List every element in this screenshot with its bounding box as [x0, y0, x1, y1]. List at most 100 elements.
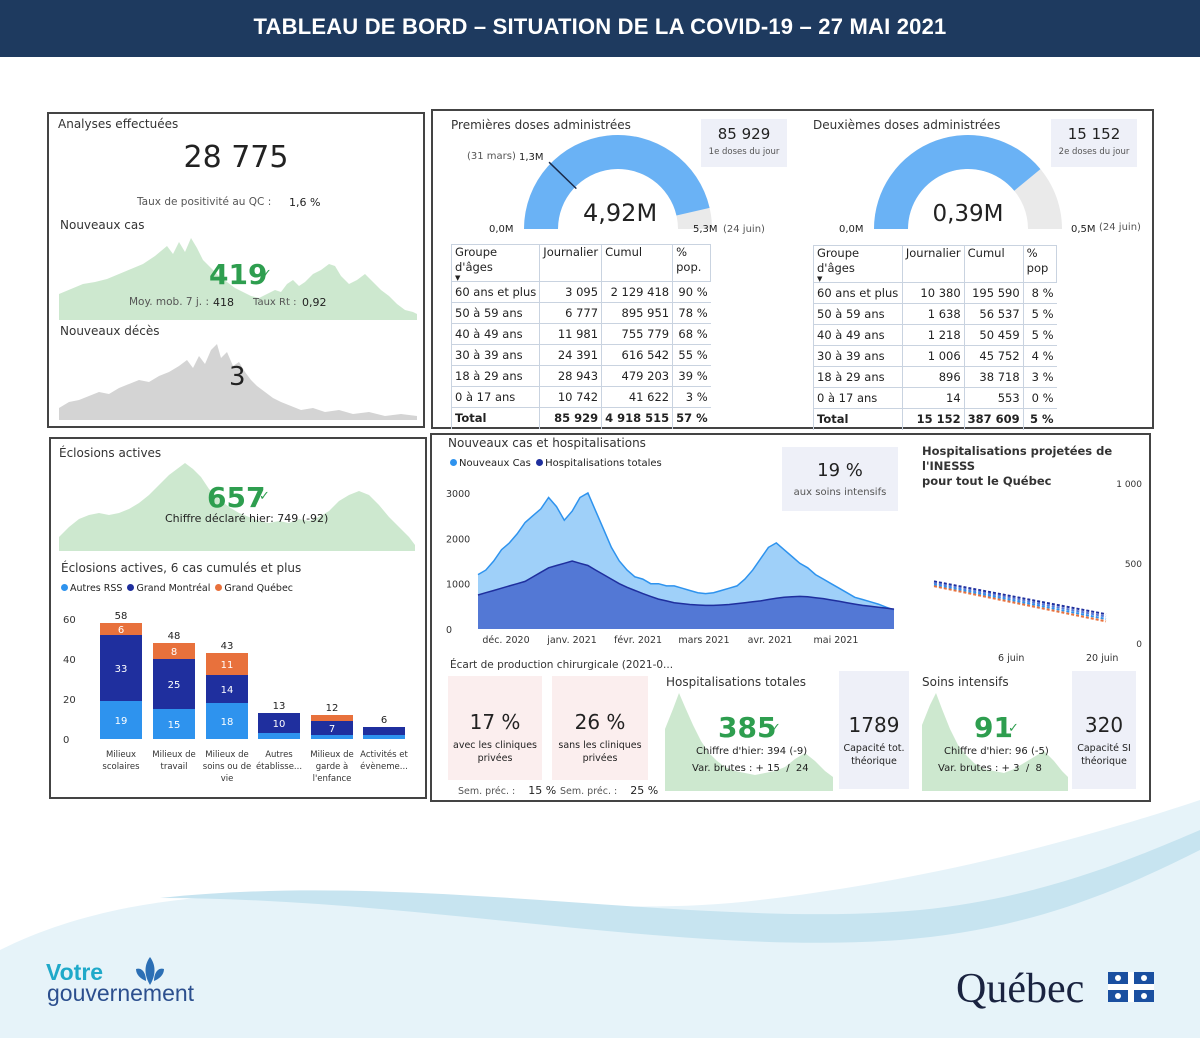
column-header[interactable]: Groupe d'âges ▼: [813, 245, 903, 283]
taux-rt-value: 0,92: [302, 296, 327, 309]
table-cell: 553: [963, 387, 1024, 409]
x-tick-label: avr. 2021: [748, 635, 793, 646]
column-header[interactable]: % pop.: [672, 244, 712, 282]
table-cell: 60 ans et plus: [450, 281, 540, 303]
table-total-row: Total 85 929 4 918 515 57 %: [450, 407, 711, 429]
bar-segment[interactable]: [311, 715, 353, 721]
bar-segment[interactable]: [363, 735, 405, 739]
bar-value-label: 11: [221, 660, 234, 671]
chirurgie-avec-value: 17 %: [469, 710, 521, 734]
check-icon: ✓: [261, 267, 272, 282]
table-cell: 18 à 29 ans: [813, 366, 903, 388]
premieres-doses-table: Groupe d'âges ▼ Journalier Cumul% pop. 60 an…: [450, 244, 712, 429]
bar-segment[interactable]: [363, 727, 405, 735]
y-tick-label: 60: [63, 615, 76, 626]
column-header[interactable]: Groupe d'âges ▼: [450, 244, 541, 282]
bar-segment[interactable]: [206, 675, 248, 703]
table-cell: Total: [450, 407, 540, 429]
bar-segment[interactable]: [311, 735, 353, 739]
bar-segment[interactable]: [311, 721, 353, 735]
table-row: 50 à 59 ans 1 638 56 537 5 %: [813, 303, 1057, 325]
inesss-title-line2: pour tout le Québec: [922, 474, 1052, 488]
eclosions-value: 657: [207, 481, 266, 514]
nouveaux-deces-title: Nouveaux décès: [60, 324, 160, 338]
column-header[interactable]: Journalier: [901, 245, 965, 283]
sort-caret-icon[interactable]: ▼: [817, 275, 823, 283]
chirurgie-avec-label-1: avec les cliniques: [453, 740, 537, 751]
projection-line[interactable]: [933, 580, 1107, 616]
deuxiemes-doses-table: Groupe d'âges ▼ Journalier Cumul% pop 60 ans…: [813, 245, 1058, 430]
table-cell: 3 %: [1022, 366, 1057, 388]
x-tick-label: scolaires: [102, 762, 140, 772]
hospitalisations-panel: Nouveaux cas et hospitalisations Nouveau…: [430, 433, 1151, 802]
column-header[interactable]: % pop: [1022, 245, 1058, 283]
bar-total-label: 12: [326, 703, 339, 714]
table-cell: 616 542: [601, 344, 673, 366]
table-row: 18 à 29 ans 896 38 718 3 %: [813, 366, 1057, 388]
eclosions-sparkline: [59, 463, 415, 551]
bar-value-label: 15: [168, 720, 181, 731]
gauge-max-label: 0,5M: [1071, 224, 1096, 235]
bar-segment[interactable]: [100, 623, 142, 635]
x-tick-label: l'enfance: [313, 774, 352, 784]
legend-marker: [127, 584, 135, 591]
table-cell: 41 622: [601, 386, 673, 408]
x-tick-label: Milieux de: [152, 750, 195, 760]
legend-marker: [215, 584, 223, 591]
series-line[interactable]: [477, 491, 895, 611]
bar-value-label: 33: [115, 664, 128, 675]
table-cell: 6 777: [539, 302, 602, 324]
bar-segment[interactable]: [153, 659, 195, 709]
bar-segment[interactable]: [153, 709, 195, 739]
legend-marker: [450, 459, 457, 466]
bar-value-label: 25: [168, 680, 181, 691]
x-tick-label: févr. 2021: [614, 635, 662, 646]
sort-caret-icon[interactable]: ▼: [455, 274, 461, 282]
series-area: [478, 561, 894, 629]
column-header[interactable]: Journalier: [539, 244, 603, 282]
bar-segment[interactable]: [100, 701, 142, 739]
bar-segment[interactable]: [258, 733, 300, 739]
bar-total-label: 6: [381, 715, 387, 726]
taux-rt-label: Taux Rt :: [253, 297, 297, 308]
si-capacite-value: 320: [1084, 713, 1124, 737]
chirurgie-avec-label-2: privées: [477, 753, 513, 764]
column-header[interactable]: Cumul: [601, 244, 674, 282]
inesss-title: Hospitalisations projetées de l'INESSS p…: [922, 444, 1149, 489]
flag-fleur-2: [1141, 975, 1147, 981]
table-header-row: Groupe d'âges ▼ Journalier Cumul% pop: [813, 245, 1058, 283]
bar-segment[interactable]: [206, 703, 248, 739]
soins-intensifs-sparkline: [922, 693, 1068, 791]
premieres-doses-value: 4,92M: [583, 199, 658, 227]
fleur-petal-left: [136, 968, 146, 981]
table-cell: 55 %: [672, 344, 711, 366]
table-row: 40 à 49 ans 11 981 755 779 68 %: [450, 323, 711, 345]
bar-segment[interactable]: [206, 653, 248, 675]
x-tick-label: 6 juin: [998, 653, 1024, 664]
bar-total-label: 43: [221, 641, 234, 652]
bar-total-label: 13: [273, 701, 286, 712]
chirurgie-sans-box: 26 % sans les cliniques privées: [552, 676, 648, 780]
hosp-capacite-label-1: Capacité tot.: [843, 743, 905, 754]
table-cell: 50 à 59 ans: [813, 303, 903, 325]
eclosions-bar-chart: 0 20 40 60 19 33 6 58 Milieux scolaires 15 25 8 48 Mil…: [63, 611, 409, 784]
projection-line[interactable]: [933, 582, 1107, 618]
column-header[interactable]: Cumul: [963, 245, 1024, 283]
moy-mob-value: 418: [213, 296, 234, 309]
table-cell: 30 à 39 ans: [450, 344, 540, 366]
projection-line[interactable]: [933, 583, 1107, 620]
x-tick-label: mars 2021: [678, 635, 729, 646]
bar-segment[interactable]: [258, 713, 300, 733]
footer-wave-band: [160, 830, 1200, 943]
table-cell: 0 à 17 ans: [450, 386, 540, 408]
bar-segment[interactable]: [153, 643, 195, 659]
sem-label: Sem. préc. :: [560, 786, 618, 797]
projection-line[interactable]: [933, 585, 1107, 623]
series-line[interactable]: [477, 560, 895, 610]
bar-value-label: 8: [171, 647, 177, 658]
table-cell: 2 129 418: [601, 281, 673, 303]
bar-segment[interactable]: [100, 635, 142, 701]
y-tick-label: 2000: [446, 534, 470, 545]
table-row: 0 à 17 ans 10 742 41 622 3 %: [450, 386, 711, 408]
legend-label: Hospitalisations totales: [545, 458, 662, 469]
